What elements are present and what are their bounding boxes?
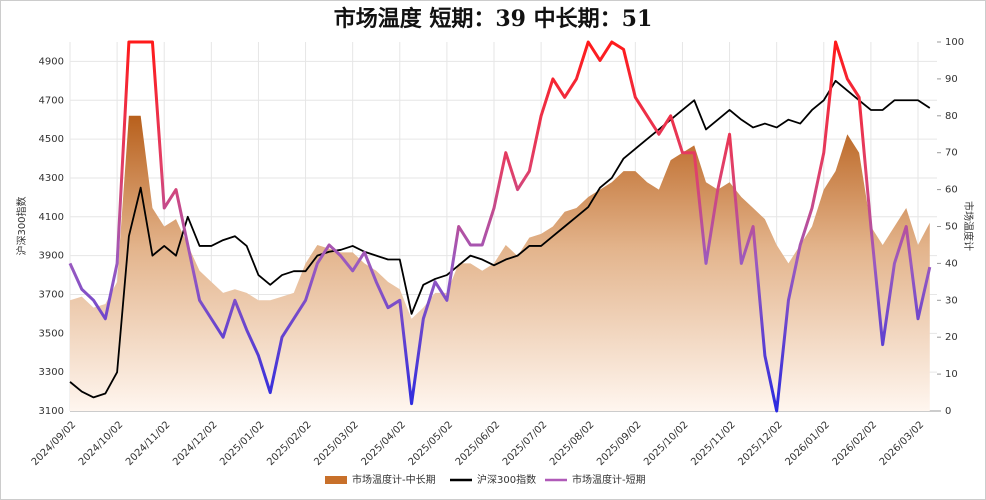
y2-tick-label: 100: [945, 37, 964, 48]
y2-tick-label: 40: [945, 258, 958, 269]
x-tick-label: 2026/03/02: [878, 419, 927, 468]
x-tick-label: 2025/12/02: [736, 419, 785, 468]
x-tick-label: 2025/10/02: [642, 419, 691, 468]
line: [68, 40, 932, 413]
x-tick-label: 2024/09/02: [30, 419, 79, 468]
y2-axis-title: 市场温度计: [962, 201, 975, 251]
chart-title: 市场温度 短期：39 中长期：51: [334, 6, 653, 32]
legend-label: 市场温度计-中长期: [352, 473, 436, 486]
y2-tick-label: 20: [945, 332, 958, 343]
y-tick-label: 3900: [39, 251, 64, 262]
x-tick-label: 2025/11/02: [689, 419, 738, 468]
y-axis-title: 沪深300指数: [15, 196, 28, 255]
y2-tick-label: 80: [945, 111, 958, 122]
y-tick-label: 4500: [39, 134, 64, 145]
y2-tick-label: 50: [945, 222, 958, 233]
y-tick-label: 3500: [39, 328, 64, 339]
x-tick-label: 2025/08/02: [548, 419, 597, 468]
y-tick-label: 3700: [39, 289, 64, 300]
y-tick-label: 4700: [39, 95, 64, 106]
x-tick-label: 2025/01/02: [218, 419, 267, 468]
y2-tick-label: 90: [945, 74, 958, 85]
x-tick-label: 2026/02/02: [831, 419, 880, 468]
x-tick-label: 2024/11/02: [124, 419, 173, 468]
x-tick-label: 2024/10/02: [77, 419, 126, 468]
x-tick-label: 2024/12/02: [171, 419, 220, 468]
x-tick-label: 2025/03/02: [312, 419, 361, 468]
x-tick-label: 2025/02/02: [265, 419, 314, 468]
y-tick-label: 3100: [39, 406, 64, 417]
legend-swatch: [325, 476, 347, 484]
y2-tick-label: 70: [945, 148, 958, 159]
y2-tick-label: 10: [945, 369, 958, 380]
x-tick-label: 2025/05/02: [407, 419, 456, 468]
x-tick-label: 2025/06/02: [454, 419, 503, 468]
legend-label: 市场温度计-短期: [572, 473, 646, 486]
y2-tick-label: 30: [945, 295, 958, 306]
x-tick-label: 2025/07/02: [501, 419, 550, 468]
line: [69, 79, 931, 399]
y2-tick-label: 60: [945, 185, 958, 196]
y-tick-label: 4300: [39, 173, 64, 184]
x-tick-label: 2025/09/02: [595, 419, 644, 468]
x-tick-label: 2025/04/02: [359, 419, 408, 468]
y-tick-label: 4900: [39, 56, 64, 67]
y-tick-label: 4100: [39, 212, 64, 223]
y-tick-label: 3300: [39, 367, 64, 378]
legend-label: 沪深300指数: [477, 473, 536, 486]
y2-tick-label: 0: [945, 406, 951, 417]
x-tick-label: 2026/01/02: [783, 419, 832, 468]
